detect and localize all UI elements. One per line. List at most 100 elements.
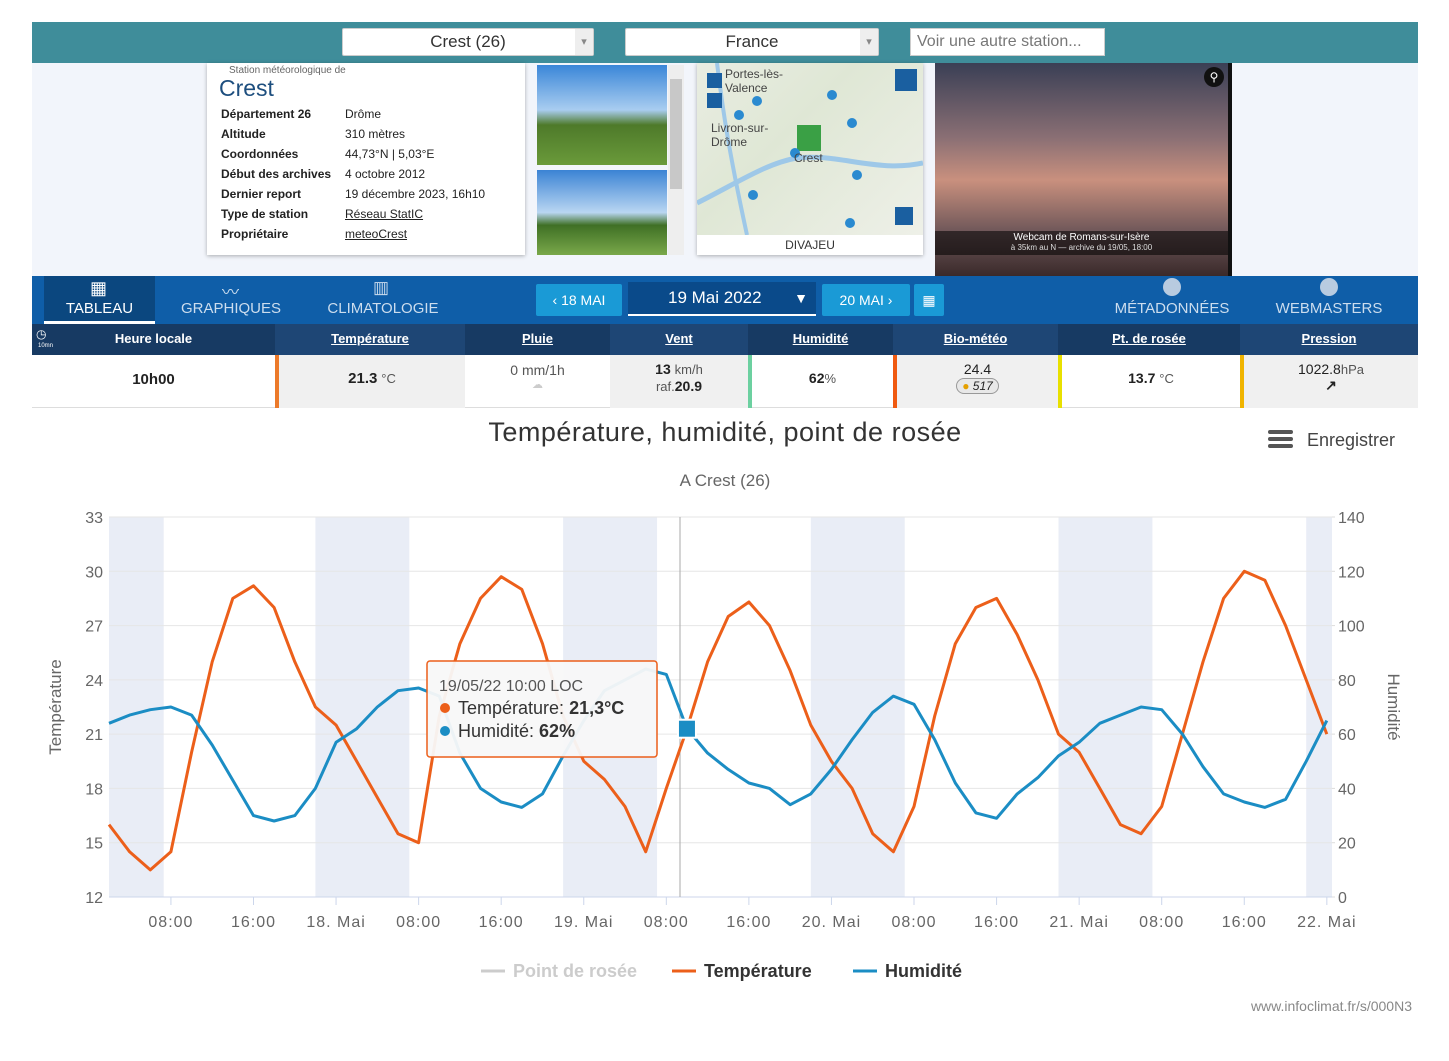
column-header: Température bbox=[275, 324, 465, 355]
country-select[interactable]: France bbox=[625, 28, 879, 56]
y-tick-label: 33 bbox=[85, 510, 103, 527]
y2-tick-label: 80 bbox=[1338, 673, 1356, 690]
column-header: Bio-météo bbox=[893, 324, 1058, 355]
map-label: Livron-sur-Drôme bbox=[711, 121, 769, 149]
value: 13.7 bbox=[1128, 370, 1156, 386]
webcam[interactable]: ⚲ Webcam de Romans-sur-Isère à 35km au N… bbox=[935, 63, 1228, 276]
tooltip-item: Humidité: 62% bbox=[458, 721, 575, 741]
station-row: Coordonnées 44,73°N | 5,03°E bbox=[221, 147, 434, 161]
column-header: Humidité bbox=[792, 331, 849, 346]
row-value: 310 mètres bbox=[345, 127, 406, 141]
station-caption: Station météorologique de bbox=[229, 65, 346, 76]
station-row: Type de station Réseau StatIC bbox=[221, 207, 423, 221]
legend-label[interactable]: Point de rosée bbox=[513, 961, 637, 981]
y2-tick-label: 60 bbox=[1338, 727, 1356, 744]
x-tick-label: 20. Mai bbox=[802, 914, 861, 931]
tooltip-label: Température: bbox=[458, 698, 564, 718]
prev-day-label: 18 MAI bbox=[561, 292, 606, 308]
tooltip-title: 19/05/22 10:00 LOC bbox=[439, 678, 583, 695]
calendar-button[interactable]: ▦ bbox=[914, 284, 944, 316]
tooltip-label: Humidité: bbox=[458, 721, 534, 741]
cell-pressure: 1022.8hPa ↗ bbox=[1240, 355, 1418, 408]
interval-label: 10mn bbox=[38, 343, 54, 349]
tooltip-item: Température: 21,3°C bbox=[458, 698, 624, 718]
scrollbar[interactable] bbox=[668, 65, 684, 255]
x-tick-label: 18. Mai bbox=[306, 914, 365, 931]
date-select[interactable]: 19 Mai 2022 ▼ bbox=[628, 282, 816, 316]
night-band bbox=[315, 517, 410, 897]
cell-humidity: 62% bbox=[748, 355, 893, 408]
x-tick-label: 16:00 bbox=[231, 914, 276, 931]
menu-button[interactable]: Enregistrer bbox=[1307, 430, 1395, 450]
row-value: 4 octobre 2012 bbox=[345, 167, 426, 181]
tooltip-bullet bbox=[440, 703, 450, 713]
station-name: Crest bbox=[219, 75, 274, 101]
nav-link[interactable]: MÉTADONNÉES bbox=[1114, 300, 1230, 317]
nav-tab[interactable]: CLIMATOLOGIE bbox=[327, 300, 439, 317]
menu-icon[interactable] bbox=[1268, 430, 1293, 434]
x-tick-label: 08:00 bbox=[644, 914, 689, 931]
y-tick-label: 21 bbox=[85, 727, 103, 744]
row-label: Début des archives bbox=[221, 167, 332, 181]
y-axis-title: Température bbox=[46, 659, 65, 754]
value: 21.3 bbox=[348, 370, 378, 387]
x-tick-label: 16:00 bbox=[479, 914, 524, 931]
x-tick-label: 16:00 bbox=[1222, 914, 1267, 931]
y2-tick-label: 40 bbox=[1338, 781, 1356, 798]
nav-link[interactable]: WEBMASTERS bbox=[1275, 300, 1383, 317]
y2-axis-title: Humidité bbox=[1384, 673, 1403, 740]
photo[interactable] bbox=[537, 170, 667, 255]
column-header: Vent bbox=[610, 324, 748, 355]
y2-tick-label: 20 bbox=[1338, 836, 1356, 853]
legend-label[interactable]: Température bbox=[704, 961, 812, 981]
map[interactable]: Portes-lès-Valence Livron-sur-Drôme Cres… bbox=[697, 63, 923, 255]
row-value: 44,73°N | 5,03°E bbox=[345, 147, 435, 161]
row-label: Type de station bbox=[221, 207, 309, 221]
tooltip-value: 21,3°C bbox=[569, 698, 624, 718]
station-row: Début des archives 4 octobre 2012 bbox=[221, 167, 425, 181]
series-line bbox=[108, 667, 1329, 823]
x-tick-label: 08:00 bbox=[1139, 914, 1184, 931]
cell-time: 10h00 bbox=[132, 371, 175, 388]
night-band bbox=[1306, 517, 1332, 897]
date-label: 19 Mai 2022 bbox=[668, 288, 762, 307]
credit: www.infoclimat.fr/s/000N3 bbox=[1250, 998, 1412, 1014]
y-tick-label: 27 bbox=[85, 619, 103, 636]
menu-icon[interactable] bbox=[1268, 437, 1293, 441]
y2-tick-label: 120 bbox=[1338, 564, 1365, 581]
photo[interactable] bbox=[537, 65, 667, 165]
station-row: Département 26 Drôme bbox=[221, 107, 381, 121]
webcam-subtitle: à 35km au N — archive du 19/05, 18:00 bbox=[1010, 243, 1153, 252]
search-input[interactable]: Voir une autre station... bbox=[910, 28, 1105, 56]
badge: 517 bbox=[972, 379, 993, 393]
value: 0 mm/1h bbox=[510, 362, 565, 378]
nav-tab[interactable]: GRAPHIQUES bbox=[180, 300, 282, 317]
legend-label[interactable]: Humidité bbox=[885, 961, 962, 981]
webcam-title: Webcam de Romans-sur-Isère bbox=[1013, 232, 1150, 243]
tooltip-box bbox=[426, 660, 658, 758]
map-label: Crest bbox=[794, 151, 823, 165]
menu-icon[interactable] bbox=[1268, 444, 1293, 448]
top-bar: Crest (26) France Voir une autre station… bbox=[32, 22, 1418, 63]
nav-tab[interactable]: TABLEAU bbox=[44, 276, 155, 324]
column-header: Pt. de rosée bbox=[1112, 331, 1186, 346]
column-header: Pression bbox=[1240, 324, 1418, 355]
next-day-label: 20 MAI bbox=[839, 292, 884, 308]
column-header: Pluie bbox=[521, 331, 554, 346]
row-label: Propriétaire bbox=[221, 227, 289, 241]
prev-day-button[interactable]: ‹ 18 MAI bbox=[536, 284, 622, 316]
table-header: ◷ 10mn Heure locale Température Pluie Vent H… bbox=[32, 324, 1418, 355]
station-card: Station météorologique de Crest Départem… bbox=[207, 63, 525, 255]
x-tick-label: 16:00 bbox=[974, 914, 1019, 931]
row-label: Coordonnées bbox=[221, 147, 299, 161]
next-day-button[interactable]: 20 MAI › bbox=[822, 284, 910, 316]
station-row: Altitude 310 mètres bbox=[221, 127, 405, 141]
y2-tick-label: 140 bbox=[1338, 510, 1365, 527]
station-select[interactable]: Crest (26) bbox=[342, 28, 594, 56]
unit: % bbox=[824, 371, 837, 386]
cell-wind: 13 km/h raf.20.9 bbox=[610, 355, 748, 408]
column-header: Heure locale bbox=[114, 331, 193, 346]
unit: km/h bbox=[674, 362, 703, 377]
row-value: 19 décembre 2023, 16h10 bbox=[345, 187, 486, 201]
